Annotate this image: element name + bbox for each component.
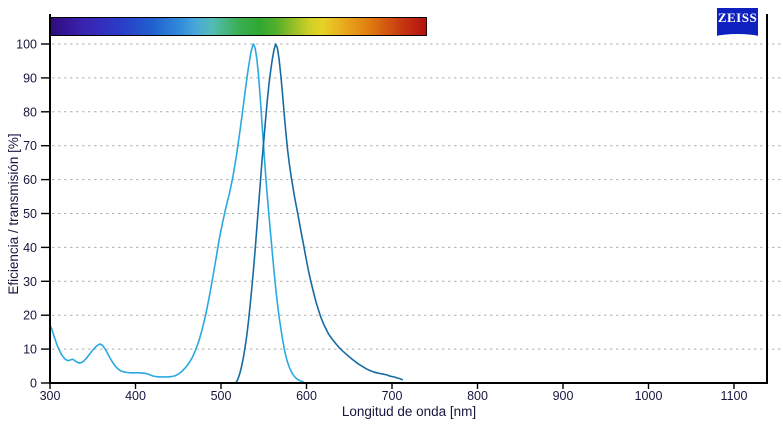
y-tick-label: 50: [23, 207, 37, 221]
x-tick-label: 800: [467, 389, 488, 403]
excitation-curve: [49, 43, 304, 383]
visible-spectrum-bar: [51, 17, 427, 36]
x-tick-label: 1000: [635, 389, 663, 403]
x-tick-label: 700: [382, 389, 403, 403]
y-tick-label: 60: [23, 173, 37, 187]
y-tick-label: 30: [23, 275, 37, 289]
zeiss-wordmark: ZEISS: [717, 10, 758, 25]
y-tick-label: 20: [23, 309, 37, 323]
x-tick-label: 600: [296, 389, 317, 403]
y-tick-label: 0: [30, 377, 37, 391]
emission-curve: [235, 43, 404, 383]
y-tick-label: 90: [23, 71, 37, 85]
y-tick-label: 40: [23, 241, 37, 255]
x-tick-label: 400: [125, 389, 146, 403]
x-tick-label: 900: [553, 389, 574, 403]
y-tick-label: 10: [23, 343, 37, 357]
x-tick-label: 500: [211, 389, 232, 403]
y-tick-label: 80: [23, 105, 37, 119]
x-axis-title: Longitud de onda [nm]: [341, 404, 477, 419]
y-tick-label: 100: [16, 38, 37, 52]
x-tick-label: 300: [40, 389, 61, 403]
y-axis-title: Eficiencia / transmisión [%]: [6, 133, 21, 295]
x-tick-label: 1100: [721, 389, 748, 403]
zeiss-logo: ZEISS: [717, 8, 758, 39]
zeiss-logo-arc: [717, 34, 758, 39]
y-tick-label: 70: [23, 139, 37, 153]
